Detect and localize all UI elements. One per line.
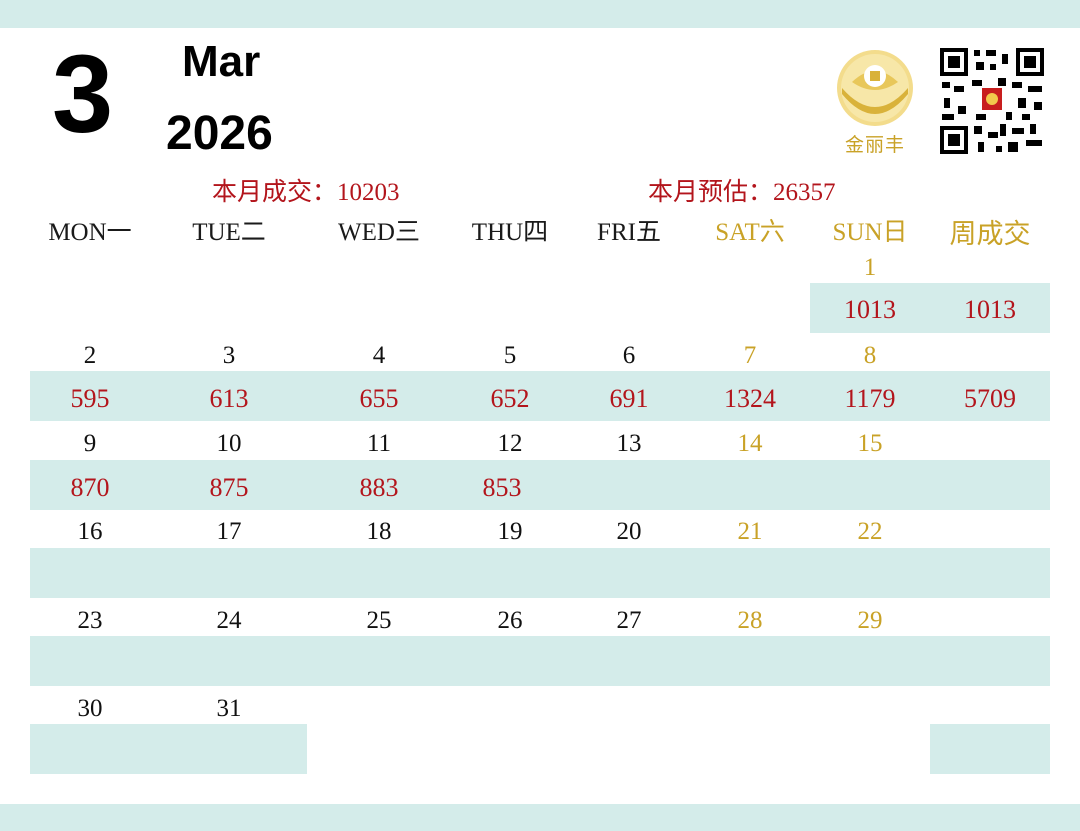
day-cell: 13 — [616, 430, 642, 457]
bottom-band — [0, 804, 1080, 831]
day-cell: 3 — [222, 342, 236, 369]
day-value: 853 — [482, 473, 522, 502]
gold-ingot-logo-icon — [837, 50, 913, 126]
week1-value-strip — [810, 283, 1050, 333]
qr-code-icon — [938, 46, 1046, 156]
day-cell: 2 — [83, 342, 97, 369]
day-cell: 6 — [622, 342, 636, 369]
day-cell: 17 — [216, 518, 242, 545]
day-cell: 7 — [743, 342, 757, 369]
day-cell: 12 — [497, 430, 523, 457]
week6-value-strip — [30, 724, 307, 774]
day-cell: 29 — [857, 607, 883, 634]
header-sun: SUN日 — [832, 219, 908, 246]
header-thu: THU四 — [471, 219, 549, 246]
day-value: 870 — [70, 473, 110, 502]
day-cell: 14 — [737, 430, 763, 457]
day-cell: 1 — [863, 254, 877, 281]
day-cell: 20 — [616, 518, 642, 545]
week3-value-strip — [30, 460, 1050, 510]
day-value: 1013 — [844, 295, 896, 324]
logo-text: 金丽丰 — [844, 134, 905, 156]
day-value: 655 — [359, 384, 399, 413]
week4-value-strip — [30, 548, 1050, 598]
weekly-total-value: 1013 — [964, 295, 1016, 324]
month-number: 3 — [52, 33, 114, 156]
header-sat: SAT六 — [715, 219, 785, 246]
week2-value-strip — [30, 371, 1050, 421]
day-cell: 5 — [503, 342, 517, 369]
weekly-total-value: 5709 — [964, 384, 1016, 413]
header-tue: TUE二 — [192, 219, 266, 246]
day-value: 652 — [490, 384, 530, 413]
year: 2026 — [166, 107, 273, 160]
day-value: 1324 — [724, 384, 776, 413]
day-cell: 18 — [366, 518, 392, 545]
day-value: 691 — [609, 384, 649, 413]
header-fri: FRI五 — [597, 219, 661, 246]
day-cell: 23 — [77, 607, 103, 634]
week5-value-strip — [30, 636, 1050, 686]
day-cell: 22 — [857, 518, 883, 545]
month-deals-stat: 本月成交：10203 — [212, 179, 400, 206]
header-wed: WED三 — [338, 219, 420, 246]
day-value: 613 — [209, 384, 249, 413]
day-cell: 15 — [857, 430, 883, 457]
day-cell: 31 — [216, 695, 242, 722]
day-cell: 30 — [77, 695, 103, 722]
day-cell: 28 — [737, 607, 763, 634]
month-name: Mar — [182, 37, 261, 86]
day-cell: 4 — [372, 342, 386, 369]
day-cell: 8 — [863, 342, 877, 369]
day-cell: 25 — [366, 607, 392, 634]
day-cell: 10 — [216, 430, 242, 457]
day-cell: 24 — [216, 607, 242, 634]
week6-total-strip — [930, 724, 1050, 774]
day-cell: 21 — [737, 518, 763, 545]
day-value: 1179 — [844, 384, 896, 413]
day-value: 883 — [359, 473, 399, 502]
month-estimate-stat: 本月预估：26357 — [648, 179, 836, 206]
day-cell: 16 — [77, 518, 103, 545]
day-cell: 9 — [83, 430, 97, 457]
header-weekly-total: 周成交 — [949, 219, 1031, 249]
day-cell: 11 — [366, 430, 392, 457]
day-cell: 26 — [497, 607, 523, 634]
day-value: 595 — [70, 384, 110, 413]
day-value: 875 — [209, 473, 249, 502]
day-cell: 19 — [497, 518, 523, 545]
day-cell: 27 — [616, 607, 642, 634]
top-band — [0, 0, 1080, 28]
header-mon: MON一 — [48, 219, 132, 246]
